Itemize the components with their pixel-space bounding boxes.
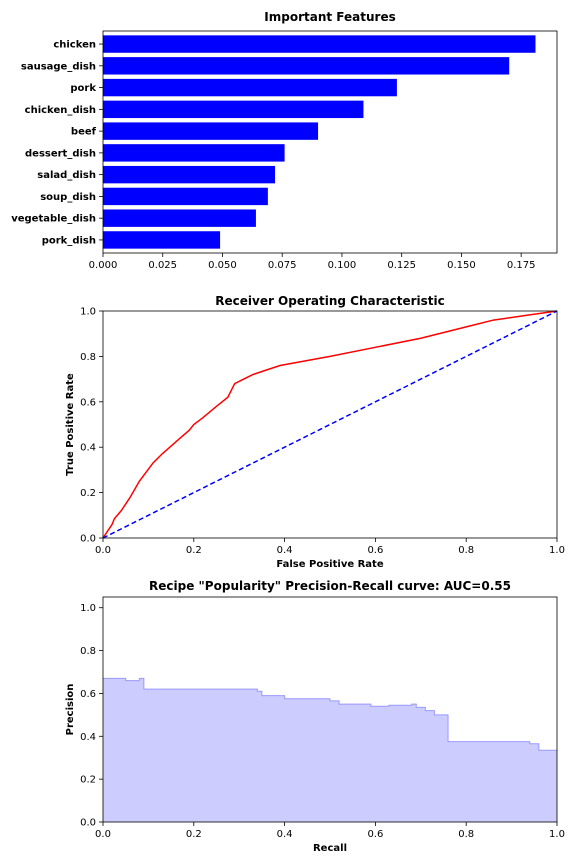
x-tick-label: 0.4 xyxy=(277,829,293,840)
y-tick-label: 0.0 xyxy=(80,818,96,829)
x-tick-label: 0.150 xyxy=(447,260,476,271)
x-tick-label: 1.0 xyxy=(549,829,565,840)
x-tick-label: 0.6 xyxy=(367,829,383,840)
x-tick-label: 0.0 xyxy=(95,545,111,556)
x-axis-label: False Positive Rate xyxy=(276,559,383,570)
x-tick-label: 0.4 xyxy=(277,545,293,556)
y-tick-label: 0.2 xyxy=(80,775,96,786)
x-tick-label: 0.6 xyxy=(367,545,383,556)
y-tick-label: 1.0 xyxy=(80,307,96,318)
bar-pork-dish xyxy=(103,231,220,248)
bar-sausage-dish xyxy=(103,57,509,74)
x-tick-label: 0.0 xyxy=(95,829,111,840)
roc-chart: Receiver Operating Characteristic 0.0 0.2… xyxy=(65,294,565,570)
baseline-line xyxy=(103,311,557,538)
x-tick-label: 0.175 xyxy=(507,260,536,271)
y-tick-label: pork xyxy=(70,83,96,94)
feature-importance-chart: Important Features chicken sausage_dishpo… xyxy=(11,10,557,271)
y-axis-label: Precision xyxy=(65,684,76,736)
x-tick-label: 0.8 xyxy=(458,545,474,556)
y-tick-label: 0.4 xyxy=(80,732,96,743)
bar-vegetable-dish xyxy=(103,209,256,226)
bar-dessert-dish xyxy=(103,144,285,161)
y-tick-label: chicken xyxy=(53,40,96,51)
x-tick-label: 0.8 xyxy=(458,829,474,840)
x-tick-label: 0.125 xyxy=(387,260,416,271)
x-tick-label: 0.100 xyxy=(328,260,357,271)
y-tick-label: salad_dish xyxy=(37,170,96,181)
y-tick-label: 1.0 xyxy=(80,603,96,614)
y-axis-label: True Positive Rate xyxy=(65,373,76,476)
y-tick-label: 0.6 xyxy=(80,397,96,408)
x-tick-label: 0.000 xyxy=(89,260,118,271)
y-tick-label: dessert_dish xyxy=(25,148,96,159)
y-tick-label: chicken_dish xyxy=(25,105,96,116)
y-tick-label: 0.8 xyxy=(80,646,96,657)
x-tick-label: 0.2 xyxy=(186,545,202,556)
bar-soup-dish xyxy=(103,188,268,205)
x-tick-label: 0.050 xyxy=(208,260,237,271)
chart-title: Important Features xyxy=(264,10,395,24)
y-tick-label: 0.2 xyxy=(80,488,96,499)
y-tick-label: beef xyxy=(71,127,97,138)
y-tick-label: 0.8 xyxy=(80,352,96,363)
chart-title: Receiver Operating Characteristic xyxy=(215,294,445,308)
chart-title: Recipe "Popularity" Precision-Recall cur… xyxy=(149,579,511,593)
y-tick-label: soup_dish xyxy=(40,192,96,203)
y-tick-label: vegetable_dish xyxy=(11,214,96,225)
bar-chicken xyxy=(103,35,535,52)
y-tick-label: 0.0 xyxy=(80,534,96,545)
bar-salad-dish xyxy=(103,166,275,183)
x-tick-label: 1.0 xyxy=(549,545,565,556)
y-tick-label: 0.4 xyxy=(80,443,96,454)
x-tick-label: 0.075 xyxy=(268,260,297,271)
bar-chicken-dish xyxy=(103,101,363,118)
y-tick-label: sausage_dish xyxy=(21,61,96,72)
precision-recall-chart: Recipe "Popularity" Precision-Recall cur… xyxy=(65,579,565,854)
y-tick-label: pork_dish xyxy=(42,235,96,246)
x-axis-label: Recall xyxy=(313,843,347,854)
y-tick-label: 0.6 xyxy=(80,689,96,700)
bar-beef xyxy=(103,122,318,139)
x-tick-label: 0.2 xyxy=(186,829,202,840)
x-tick-label: 0.025 xyxy=(148,260,177,271)
bar-pork xyxy=(103,79,397,96)
